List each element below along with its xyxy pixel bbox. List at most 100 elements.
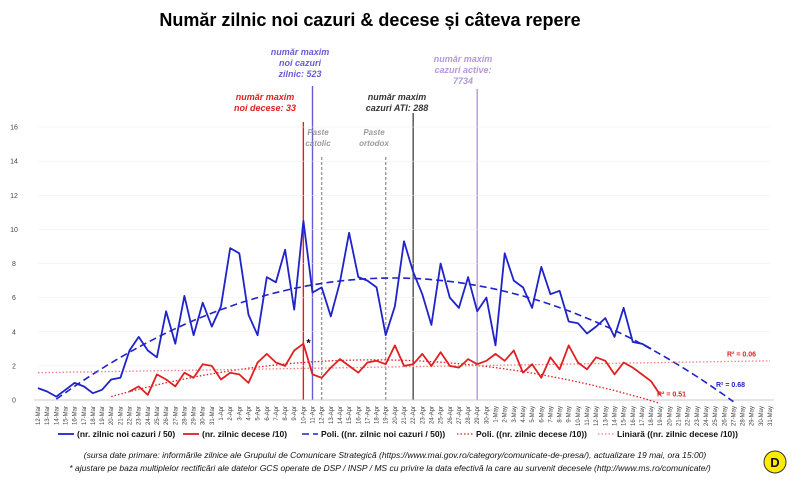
y-tick-label: 4 [12, 329, 16, 336]
x-tick-label: 28-Apr [466, 406, 472, 424]
x-tick-label: 29-Apr [475, 406, 481, 424]
x-tick-label: 20-Mar [109, 406, 115, 425]
legend-label: Poli. ((nr. zilnic noi cazuri / 50)) [321, 429, 445, 439]
x-tick-label: 4-May [521, 406, 527, 423]
x-tick-label: 18-Mar [91, 406, 97, 425]
x-tick-label: 14-Mar [54, 406, 60, 425]
y-tick-label: 2 [12, 363, 16, 370]
x-tick-label: 7-Apr [274, 406, 280, 421]
x-tick-label: 2-Apr [228, 406, 234, 421]
legend-label: (nr. zilnic noi cazuri / 50) [77, 429, 175, 439]
x-tick-label: 2-May [503, 406, 509, 423]
x-tick-label: 27-Apr [457, 406, 463, 424]
x-tick-label: 26-May [722, 406, 728, 426]
y-tick-label: 6 [12, 295, 16, 302]
x-tick-label: 15-Mar [63, 406, 69, 425]
x-tick-label: 16-May [631, 406, 637, 426]
badge: D [763, 450, 787, 474]
x-tick-label: 11-Apr [311, 406, 317, 424]
x-tick-label: 19-Apr [384, 406, 390, 424]
source-note: (sursa date primare: informările zilnice… [84, 450, 707, 460]
x-tick-label: 21-Apr [402, 406, 408, 424]
x-tick-label: 20-May [667, 406, 673, 426]
chart-title: Număr zilnic noi cazuri & decese și câte… [159, 10, 580, 30]
x-tick-label: 8-Apr [283, 406, 289, 421]
x-tick-label: 19-Mar [100, 406, 106, 425]
marker-label: noi cazuri [279, 58, 322, 68]
x-tick-label: 9-May [567, 406, 573, 423]
x-tick-label: 16-Apr [356, 406, 362, 424]
x-tick-label: 25-Mar [155, 406, 161, 425]
x-tick-label: 27-Mar [173, 406, 179, 425]
y-tick-label: 8 [12, 261, 16, 268]
series-line [37, 219, 652, 398]
legend: (nr. zilnic noi cazuri / 50) (nr. zilnic … [58, 429, 738, 439]
marker-label: număr maxim [368, 92, 427, 102]
marker-label: 7734 [453, 76, 473, 86]
x-tick-label: 12-Apr [320, 406, 326, 424]
x-tick-label: 5-May [530, 406, 536, 423]
marker-label: catolic [305, 139, 331, 148]
x-tick-label: 3-Apr [237, 406, 243, 421]
x-tick-label: 28-May [741, 406, 747, 426]
x-tick-label: 1-Apr [219, 406, 225, 421]
marker-label: Paste [363, 128, 385, 137]
x-tick-label: 27-May [731, 406, 737, 426]
x-tick-label: 30-Apr [484, 406, 490, 424]
axis-layer: 0 2 4 6 8 10 12 14 16 12-Mar 13-Mar 14-Mar 15-Mar 16-… [10, 125, 774, 426]
x-tick-label: 29-May [750, 406, 756, 426]
legend-label: Poli. ((nr. zilnic decese /10)) [476, 429, 587, 439]
x-tick-label: 24-May [704, 406, 710, 426]
x-tick-label: 5-Apr [256, 406, 262, 421]
r-squared-label: R² = 0.51 [657, 392, 686, 399]
y-tick-label: 16 [10, 125, 18, 132]
marker-label: cazuri ATI: 288 [366, 103, 429, 113]
trend-line [37, 360, 771, 374]
x-tick-label: 25-May [713, 406, 719, 426]
x-tick-label: 21-Mar [118, 406, 124, 425]
x-tick-label: 14-May [612, 406, 618, 426]
x-tick-label: 12-May [594, 406, 600, 426]
legend-label: (nr. zilnic decese /10) [202, 429, 287, 439]
marker-label: Paste [307, 128, 329, 137]
x-tick-label: 8-May [558, 406, 564, 423]
marker-label: număr maxim [434, 54, 493, 64]
series-layer [37, 219, 661, 398]
marker-label: ortodox [359, 139, 389, 148]
x-tick-label: 22-Mar [128, 406, 134, 425]
trend-layer [37, 277, 771, 405]
x-tick-label: 9-Apr [292, 406, 298, 421]
adjustment-note: * ajustare pe baza multiplelor rectifică… [69, 463, 711, 473]
x-tick-label: 17-Mar [82, 406, 88, 425]
x-tick-label: 10-May [576, 406, 582, 426]
marker-label: zilnic: 523 [277, 69, 321, 79]
x-tick-label: 31-Mar [210, 406, 216, 425]
x-tick-label: 24-Apr [429, 406, 435, 424]
r-squared-label: R² = 0.68 [716, 382, 745, 389]
x-tick-label: 6-May [539, 406, 545, 423]
x-tick-label: 25-Apr [439, 406, 445, 424]
x-tick-label: 23-Mar [137, 406, 143, 425]
x-tick-label: 20-Apr [393, 406, 399, 424]
x-tick-label: 22-May [686, 406, 692, 426]
x-tick-label: 16-Mar [73, 406, 79, 425]
marker-label: noi decese: 33 [234, 103, 296, 113]
x-tick-label: 29-Mar [192, 406, 198, 425]
marker-label: număr maxim [271, 47, 330, 57]
x-tick-label: 18-Apr [375, 406, 381, 424]
x-tick-label: 30-Mar [201, 406, 207, 425]
y-tick-label: 14 [10, 159, 18, 166]
x-tick-label: 23-Apr [420, 406, 426, 424]
x-tick-label: 12-Mar [36, 406, 42, 425]
x-tick-label: 14-Apr [338, 406, 344, 424]
x-tick-label: 17-Apr [365, 406, 371, 424]
y-tick-label: 0 [12, 398, 16, 405]
x-tick-label: 7-May [548, 406, 554, 423]
x-tick-label: 24-Mar [146, 406, 152, 425]
trend-line [111, 359, 661, 405]
trend-line [55, 277, 734, 403]
x-tick-label: 28-Mar [182, 406, 188, 425]
badge-label: D [770, 455, 779, 470]
